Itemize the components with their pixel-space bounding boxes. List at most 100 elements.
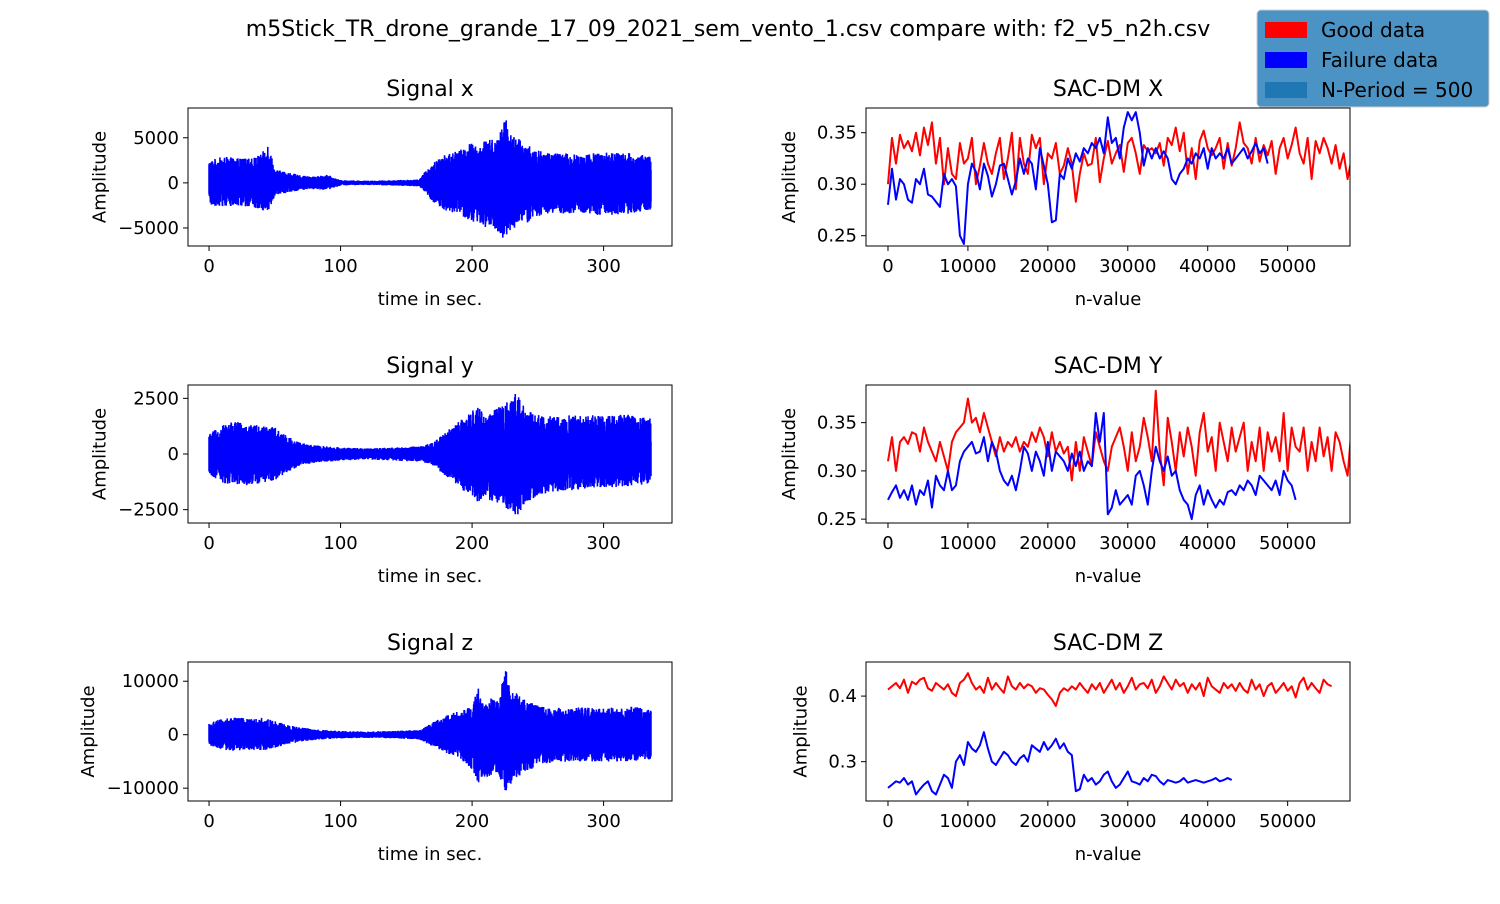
chart-3-xtick-label: 50000 <box>1259 533 1316 554</box>
chart-5: 0 10000 20000 30000 40000 50000 0.3 0.4 SAC-DM Z… <box>791 631 1351 865</box>
chart-3-xtick-label: 30000 <box>1099 533 1156 554</box>
chart-2-ytick-label: 2500 <box>133 388 179 409</box>
chart-4-ytick-label: 0 <box>168 725 179 746</box>
chart-3-ylabel: Amplitude <box>779 408 800 500</box>
chart-2-xlabel: time in sec. <box>378 566 483 587</box>
chart-5-ytick-label: 0.3 <box>828 752 857 773</box>
chart-5-xtick-label: 20000 <box>1019 811 1076 832</box>
chart-5-xlabel: n-value <box>1075 844 1142 865</box>
chart-0-ylabel: Amplitude <box>90 131 111 223</box>
chart-2-xtick-label: 100 <box>323 533 357 554</box>
chart-4-xlabel: time in sec. <box>378 844 483 865</box>
legend-label: Failure data <box>1321 48 1438 72</box>
chart-1-xtick-label: 50000 <box>1259 256 1316 277</box>
chart-1-xtick-label: 30000 <box>1099 256 1156 277</box>
legend-label: Good data <box>1321 18 1425 42</box>
chart-1-xtick-label: 0 <box>882 256 893 277</box>
chart-4-plot-area <box>208 671 652 791</box>
chart-5-frame <box>865 661 1351 802</box>
chart-1-xtick-label: 40000 <box>1179 256 1236 277</box>
chart-0-ytick-label: 5000 <box>133 128 179 149</box>
chart-0-frame <box>187 107 673 247</box>
legend-swatch <box>1265 22 1307 38</box>
chart-4-xtick-label: 200 <box>455 811 489 832</box>
chart-0-signal-trace <box>208 120 652 238</box>
chart-0-ytick-label: −5000 <box>118 218 179 239</box>
chart-1-ytick-label: 0.35 <box>817 123 857 144</box>
legend-box <box>1256 9 1490 108</box>
chart-3-xtick-label: 0 <box>882 533 893 554</box>
chart-4-ytick-label: −10000 <box>107 778 179 799</box>
chart-3-frame <box>865 384 1351 524</box>
chart-3-title: SAC-DM Y <box>1054 354 1163 379</box>
chart-1-xtick-label: 10000 <box>939 256 996 277</box>
chart-5-title: SAC-DM Z <box>1053 631 1163 656</box>
chart-2-signal-trace <box>208 394 652 515</box>
chart-3-xlabel: n-value <box>1075 566 1142 587</box>
chart-3-ytick-label: 0.30 <box>817 461 857 482</box>
chart-4-ytick-label: 10000 <box>122 671 179 692</box>
chart-4-xtick-label: 100 <box>323 811 357 832</box>
chart-5-xtick-label: 10000 <box>939 811 996 832</box>
chart-2-xtick-label: 300 <box>586 533 620 554</box>
chart-2-xtick-label: 0 <box>203 533 214 554</box>
chart-2-ytick-label: −2500 <box>118 500 179 521</box>
chart-5-xtick-label: 50000 <box>1259 811 1316 832</box>
chart-5-ytick-label: 0.4 <box>828 686 857 707</box>
chart-1: 0 10000 20000 30000 40000 50000 0.25 0.30 0.35 SA… <box>779 77 1351 310</box>
chart-0-xtick-label: 100 <box>323 256 357 277</box>
chart-1-xlabel: n-value <box>1075 289 1142 310</box>
chart-1-series-good-line <box>886 121 1350 203</box>
chart-4-title: Signal z <box>387 631 473 656</box>
chart-4-ylabel: Amplitude <box>78 685 99 777</box>
legend-label: N-Period = 500 <box>1321 78 1473 102</box>
chart-0-xlabel: time in sec. <box>378 289 483 310</box>
chart-2-ytick-label: 0 <box>168 444 179 465</box>
chart-1-ylabel: Amplitude <box>779 131 800 223</box>
chart-1-xtick-label: 20000 <box>1019 256 1076 277</box>
chart-2-plot-area <box>208 394 652 515</box>
legend-swatch <box>1265 82 1307 98</box>
chart-3-series-good-line <box>886 389 1350 487</box>
chart-1-ytick-label: 0.30 <box>817 174 857 195</box>
chart-1-series-failure-line <box>886 111 1269 245</box>
chart-1-title: SAC-DM X <box>1053 77 1163 102</box>
chart-1-ytick-label: 0.25 <box>817 226 857 247</box>
chart-0: 0 100 200 300 −5000 0 5000 Signal x time in sec.… <box>90 77 673 310</box>
chart-3-xtick-label: 40000 <box>1179 533 1236 554</box>
chart-0-xtick-label: 0 <box>203 256 214 277</box>
chart-3-xtick-label: 10000 <box>939 533 996 554</box>
chart-0-xtick-label: 300 <box>586 256 620 277</box>
chart-5-xtick-label: 30000 <box>1099 811 1156 832</box>
chart-2-title: Signal y <box>386 354 474 379</box>
chart-0-plot-area <box>208 120 652 238</box>
chart-2-ylabel: Amplitude <box>90 408 111 500</box>
legend-swatch <box>1265 52 1307 68</box>
chart-3-series-failure-line <box>887 411 1297 521</box>
chart-3-ytick-label: 0.35 <box>817 413 857 434</box>
legend: Good data Failure data N-Period = 500 <box>1256 9 1490 108</box>
chart-5-plot-area <box>887 672 1333 796</box>
chart-3: 0 10000 20000 30000 40000 50000 0.25 0.30 0.35 SA… <box>779 354 1351 587</box>
chart-5-xtick-label: 0 <box>882 811 893 832</box>
chart-3-ytick-label: 0.25 <box>817 509 857 530</box>
figure-suptitle: m5Stick_TR_drone_grande_17_09_2021_sem_v… <box>246 17 1210 42</box>
chart-2: 0 100 200 300 −2500 0 2500 Signal y time in sec.… <box>90 354 673 587</box>
chart-5-xtick-label: 40000 <box>1179 811 1236 832</box>
chart-0-xtick-label: 200 <box>455 256 489 277</box>
chart-4-signal-trace <box>208 671 652 791</box>
chart-2-xtick-label: 200 <box>455 533 489 554</box>
chart-0-ytick-label: 0 <box>168 173 179 194</box>
chart-4-xtick-label: 0 <box>203 811 214 832</box>
chart-1-plot-area <box>886 111 1350 245</box>
chart-5-series-good-line <box>887 672 1333 707</box>
chart-1-frame <box>865 107 1351 247</box>
chart-0-title: Signal x <box>386 77 474 102</box>
chart-4: 0 100 200 300 −10000 0 10000 Signal z time in se… <box>78 631 673 865</box>
chart-4-frame <box>187 661 673 802</box>
chart-5-series-failure-line <box>887 731 1233 796</box>
chart-5-ylabel: Amplitude <box>791 685 812 777</box>
chart-3-xtick-label: 20000 <box>1019 533 1076 554</box>
chart-4-xtick-label: 300 <box>586 811 620 832</box>
